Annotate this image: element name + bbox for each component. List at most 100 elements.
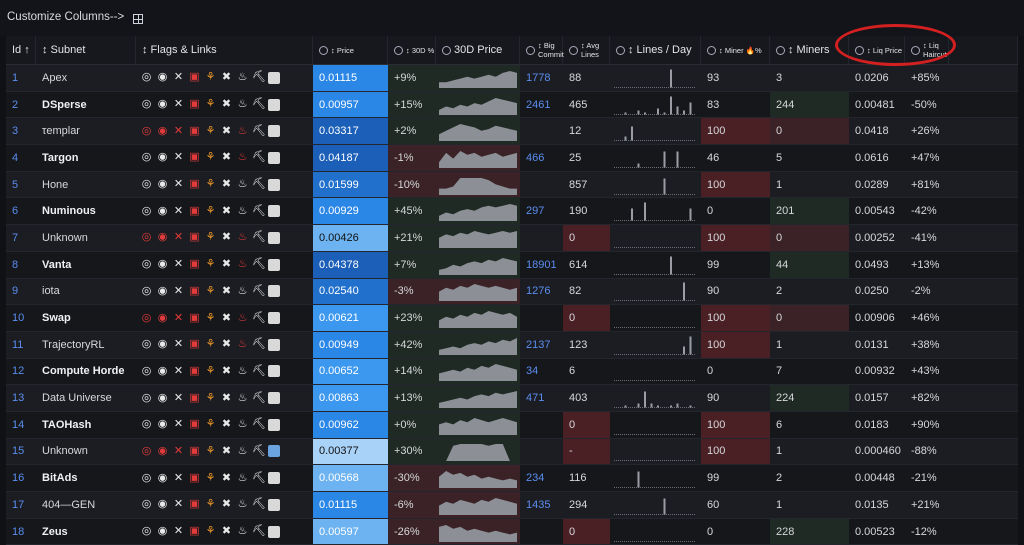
column-header-price[interactable]: ↕ Price <box>313 36 388 64</box>
fire-icon[interactable]: ♨ <box>237 525 248 538</box>
subnet-name[interactable]: Unknown <box>42 231 88 244</box>
globe-icon[interactable]: ◎ <box>141 98 152 111</box>
globe-icon[interactable]: ◎ <box>141 498 152 511</box>
subnet-name[interactable]: Zeus <box>42 525 68 538</box>
github-icon[interactable]: ◉ <box>157 71 168 84</box>
customize-columns-button[interactable]: Customize Columns--> <box>7 11 125 23</box>
big-commit-cell[interactable] <box>520 439 563 465</box>
discord-icon[interactable]: ▣ <box>189 525 200 538</box>
grid-icon[interactable] <box>133 14 143 24</box>
git-branch-icon[interactable]: ✖ <box>221 498 232 511</box>
globe-icon[interactable]: ◎ <box>141 71 152 84</box>
pickaxe-icon[interactable]: ⛏ <box>252 231 266 244</box>
fire-icon[interactable]: ♨ <box>237 98 248 111</box>
github-icon[interactable]: ◉ <box>157 151 168 164</box>
fire-icon[interactable]: ♨ <box>237 471 248 484</box>
status-box-icon[interactable] <box>268 338 280 351</box>
discord-icon[interactable]: ▣ <box>189 98 200 111</box>
github-icon[interactable]: ◉ <box>157 338 168 351</box>
table-row[interactable]: 14 TAOHash ◎ ◉ ✕ ▣ ⚘ ✖ ♨ ⛏ 0.00962 +0% 0 100 6 0.0183 +9… <box>6 411 1018 439</box>
globe-icon[interactable]: ◎ <box>141 391 152 404</box>
github-icon[interactable]: ◉ <box>157 418 168 431</box>
pickaxe-icon[interactable]: ⛏ <box>252 311 266 324</box>
big-commit-cell[interactable]: 1435 <box>526 498 551 511</box>
taostats-icon[interactable]: ⚘ <box>205 364 216 377</box>
x-icon[interactable]: ✕ <box>173 391 184 404</box>
subnet-name[interactable]: iota <box>42 285 60 298</box>
table-row[interactable]: 1 Apex ◎ ◉ ✕ ▣ ⚘ ✖ ♨ ⛏ 0.01115 +9% 1778 88 93 3 0.0206 +8… <box>6 65 1018 92</box>
taostats-icon[interactable]: ⚘ <box>205 444 216 457</box>
subnet-name[interactable]: Apex <box>42 71 68 84</box>
big-commit-cell[interactable]: 18901 <box>526 258 557 271</box>
status-box-icon[interactable] <box>268 71 280 84</box>
github-icon[interactable]: ◉ <box>157 178 168 191</box>
globe-icon[interactable]: ◎ <box>141 178 152 191</box>
big-commit-cell[interactable]: 1276 <box>526 285 551 298</box>
git-branch-icon[interactable]: ✖ <box>221 338 232 351</box>
git-branch-icon[interactable]: ✖ <box>221 258 232 271</box>
status-box-icon[interactable] <box>268 472 280 485</box>
taostats-icon[interactable]: ⚘ <box>205 418 216 431</box>
x-icon[interactable]: ✕ <box>173 418 184 431</box>
status-box-icon[interactable] <box>268 178 280 191</box>
taostats-icon[interactable]: ⚘ <box>205 525 216 538</box>
pickaxe-icon[interactable]: ⛏ <box>252 204 266 217</box>
big-commit-cell[interactable] <box>520 519 563 545</box>
status-box-icon[interactable] <box>268 98 280 111</box>
pickaxe-icon[interactable]: ⛏ <box>252 284 266 297</box>
fire-icon[interactable]: ♨ <box>237 364 248 377</box>
big-commit-cell[interactable] <box>520 412 563 438</box>
globe-icon[interactable]: ◎ <box>141 284 152 297</box>
subnet-name[interactable]: Unknown <box>42 445 88 458</box>
taostats-icon[interactable]: ⚘ <box>205 284 216 297</box>
pickaxe-icon[interactable]: ⛏ <box>252 151 266 164</box>
x-icon[interactable]: ✕ <box>173 338 184 351</box>
fire-icon[interactable]: ♨ <box>237 231 248 244</box>
fire-icon[interactable]: ♨ <box>237 444 248 457</box>
subnet-name[interactable]: TrajectoryRL <box>42 338 105 351</box>
status-box-icon[interactable] <box>268 151 280 164</box>
git-branch-icon[interactable]: ✖ <box>221 418 232 431</box>
column-header-miner_pct[interactable]: ↕ Miner 🔥% <box>701 36 770 64</box>
table-row[interactable]: 17 404—GEN ◎ ◉ ✕ ▣ ⚘ ✖ ♨ ⛏ 0.01115 -6% 1435 294 60 1 0.0… <box>6 492 1018 519</box>
globe-icon[interactable]: ◎ <box>141 444 152 457</box>
table-row[interactable]: 15 Unknown ◎ ◉ ✕ ▣ ⚘ ✖ ♨ ⛏ 0.00377 +30% - 100 1 0.00046… <box>6 438 1018 466</box>
column-header-avg[interactable]: ↕ Avg Lines <box>563 36 610 64</box>
pickaxe-icon[interactable]: ⛏ <box>252 258 266 271</box>
pickaxe-icon[interactable]: ⛏ <box>252 98 266 111</box>
subnet-name[interactable]: DSperse <box>42 98 87 111</box>
globe-icon[interactable]: ◎ <box>141 525 152 538</box>
status-box-icon[interactable] <box>268 205 280 218</box>
big-commit-cell[interactable]: 297 <box>526 205 545 218</box>
table-row[interactable]: 8 Vanta ◎ ◉ ✕ ▣ ⚘ ✖ ♨ ⛏ 0.04378 +7% 18901 614 99 44 0.04… <box>6 251 1018 279</box>
big-commit-cell[interactable]: 466 <box>526 151 545 164</box>
x-icon[interactable]: ✕ <box>173 258 184 271</box>
big-commit-cell[interactable] <box>520 172 563 198</box>
discord-icon[interactable]: ▣ <box>189 151 200 164</box>
taostats-icon[interactable]: ⚘ <box>205 391 216 404</box>
pickaxe-icon[interactable]: ⛏ <box>252 418 266 431</box>
big-commit-cell[interactable]: 471 <box>526 392 545 405</box>
pickaxe-icon[interactable]: ⛏ <box>252 444 266 457</box>
status-box-icon[interactable] <box>268 312 280 325</box>
discord-icon[interactable]: ▣ <box>189 338 200 351</box>
table-row[interactable]: 11 TrajectoryRL ◎ ◉ ✕ ▣ ⚘ ✖ ♨ ⛏ 0.00949 +42% 2137 123… <box>6 331 1018 359</box>
discord-icon[interactable]: ▣ <box>189 391 200 404</box>
subnet-name[interactable]: Swap <box>42 312 71 325</box>
github-icon[interactable]: ◉ <box>157 311 168 324</box>
globe-icon[interactable]: ◎ <box>141 364 152 377</box>
x-icon[interactable]: ✕ <box>173 498 184 511</box>
git-branch-icon[interactable]: ✖ <box>221 98 232 111</box>
git-branch-icon[interactable]: ✖ <box>221 204 232 217</box>
subnet-name[interactable]: Targon <box>42 151 79 164</box>
table-row[interactable]: 7 Unknown ◎ ◉ ✕ ▣ ⚘ ✖ ♨ ⛏ 0.00426 +21% 0 100 0 0.00252-… <box>6 225 1018 252</box>
discord-icon[interactable]: ▣ <box>189 444 200 457</box>
discord-icon[interactable]: ▣ <box>189 124 200 137</box>
column-header-miners[interactable]: ↕ Miners <box>770 36 849 64</box>
status-box-icon[interactable] <box>268 445 280 458</box>
big-commit-cell[interactable]: 34 <box>526 365 539 378</box>
discord-icon[interactable]: ▣ <box>189 498 200 511</box>
fire-icon[interactable]: ♨ <box>237 498 248 511</box>
x-icon[interactable]: ✕ <box>173 151 184 164</box>
table-row[interactable]: 3 τemplar ◎ ◉ ✕ ▣ ⚘ ✖ ♨ ⛏ 0.03317 +2% 12 100 0 0.0418 +2… <box>6 118 1018 146</box>
